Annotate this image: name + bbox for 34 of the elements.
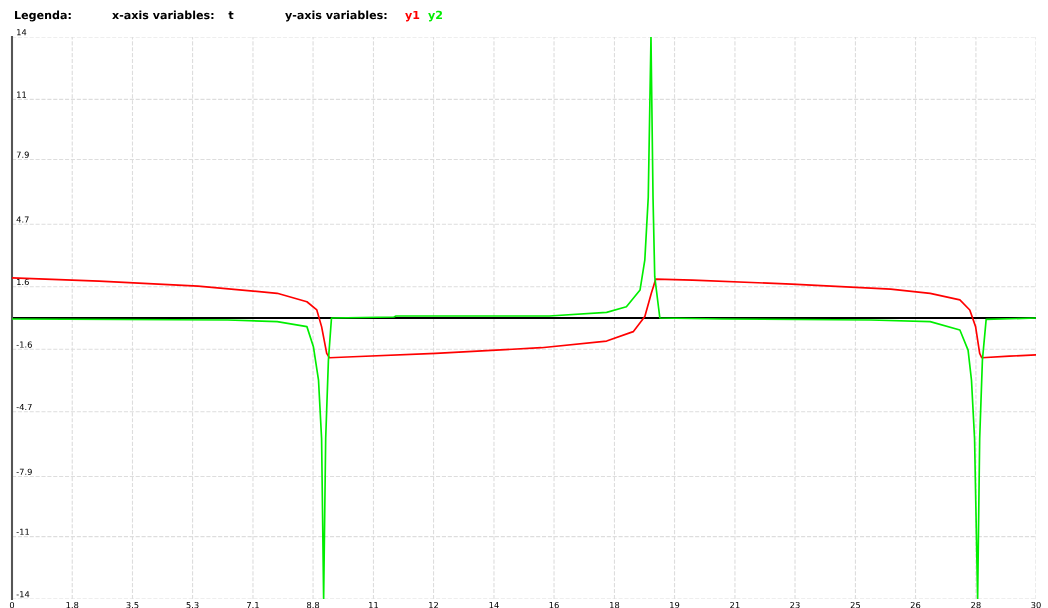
y-tick-label: 1.6 (17, 278, 29, 286)
x-tick-label: 23 (790, 601, 800, 608)
y-tick-label: 14 (17, 29, 27, 36)
x-axis-title: t (228, 11, 234, 20)
y-tick-label: -14 (16, 591, 30, 598)
text: Legenda: (15, 10, 71, 22)
y-tick-label: -7.9 (16, 468, 32, 475)
x-tick-label: 0 (9, 601, 15, 608)
text: y1 (405, 10, 420, 22)
x-tick-label: 30 (1031, 601, 1041, 608)
x-tick-label: 19 (670, 601, 680, 608)
y-tick-label: 7.9 (16, 151, 29, 158)
text: x-axis variables: (112, 10, 214, 20)
x-tick-label: 1.8 (66, 601, 79, 608)
y-tick-label: -1.6 (16, 341, 32, 348)
x-tick-label: 25 (850, 601, 861, 608)
x-tick-label: 8.8 (306, 601, 320, 608)
x-tick-label: 7.1 (247, 602, 259, 608)
x-tick-label: 11 (369, 602, 378, 608)
y-tick-label: -4.7 (16, 403, 32, 410)
text: y2 (428, 10, 443, 22)
x-tick-label: 18 (610, 601, 620, 608)
x-tick-label: 16 (549, 601, 559, 608)
x-tick-label: 12 (429, 601, 439, 608)
y-tick-label: 11 (17, 91, 26, 98)
x-tick-label: 28 (971, 601, 981, 608)
x-tick-label: 5.3 (186, 601, 199, 608)
x-tick-label: 21 (730, 601, 740, 608)
x-tick-label: 3.5 (126, 601, 139, 608)
y-tick-label: -11 (16, 528, 30, 535)
x-tick-label: 26 (910, 601, 921, 608)
y-tick-label: 4.7 (16, 216, 29, 223)
text: y-axis variables: (285, 10, 387, 22)
x-tick-label: 14 (489, 602, 499, 608)
